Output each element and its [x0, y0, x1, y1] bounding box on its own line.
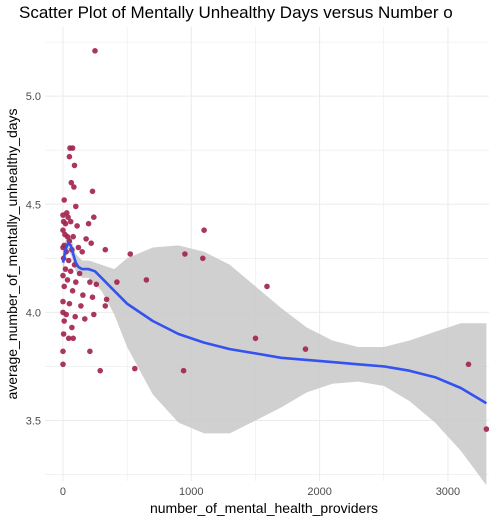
scatter-point: [62, 266, 69, 272]
scatter-point: [87, 348, 93, 355]
scatter-point: [143, 277, 150, 283]
y-tick-label: 5.0: [26, 91, 41, 103]
scatter-point: [180, 367, 187, 374]
scatter-point: [89, 294, 96, 301]
scatter-point: [82, 316, 88, 322]
scatter-point: [264, 283, 270, 290]
scatter-point: [69, 324, 75, 331]
y-tick-label: 4.5: [26, 199, 41, 211]
scatter-point: [65, 214, 71, 220]
scatter-point: [114, 279, 120, 285]
scatter-point: [65, 335, 72, 342]
scatter-point: [87, 279, 93, 285]
scatter-point: [97, 367, 103, 374]
scatter-point: [88, 240, 94, 246]
scatter-point: [127, 251, 134, 257]
scatter-point: [66, 300, 73, 307]
scatter-point: [70, 335, 76, 342]
scatter-point: [80, 292, 86, 298]
scatter-point: [73, 279, 79, 285]
scatter-point: [60, 361, 66, 368]
scatter-point: [93, 281, 100, 288]
scatter-point: [76, 270, 83, 277]
scatter-point: [85, 220, 92, 227]
confidence-band: [63, 234, 487, 486]
scatter-point: [64, 233, 71, 240]
y-axis-label: average_number_of_mentally_unhealthy_day…: [4, 108, 20, 399]
points-layer: [60, 48, 489, 432]
scatter-point: [91, 214, 97, 220]
scatter-point: [63, 311, 69, 318]
x-tick-label: 0: [60, 486, 66, 498]
scatter-point: [92, 48, 98, 54]
scatter-point: [69, 145, 76, 151]
x-tick-label: 1000: [179, 486, 203, 498]
scatter-point: [61, 318, 67, 324]
scatter-point: [62, 220, 69, 227]
grid-lines: [45, 27, 489, 481]
scatter-point: [78, 303, 84, 309]
scatter-point: [200, 255, 206, 262]
scatter-point: [60, 331, 67, 337]
scatter-point: [60, 298, 66, 305]
scatter-point: [61, 197, 67, 203]
y-tick-label: 3.5: [26, 415, 41, 427]
smooth-line-layer: [61, 241, 488, 405]
scatter-point: [83, 236, 89, 242]
scatter-point: [66, 153, 73, 160]
scatter-point: [79, 249, 85, 255]
scatter-point: [72, 313, 78, 320]
confidence-band-layer: [63, 234, 487, 486]
scatter-point: [61, 283, 67, 290]
scatter-point: [69, 288, 76, 294]
scatter-point: [60, 272, 66, 279]
scatter-point: [91, 311, 97, 318]
scatter-point: [102, 303, 109, 309]
scatter-point: [74, 223, 80, 229]
scatter-point: [89, 188, 96, 195]
chart-title: Scatter Plot of Mentally Unhealthy Days …: [19, 3, 453, 22]
scatter-point: [132, 365, 138, 372]
scatter-point: [75, 244, 82, 251]
x-tick-label: 2000: [307, 486, 331, 498]
scatter-point: [60, 212, 66, 218]
scatter-point: [71, 184, 77, 190]
scatter-point: [64, 277, 71, 283]
scatter-point: [65, 257, 72, 264]
scatter-point: [182, 251, 188, 257]
scatter-point: [60, 244, 66, 251]
scatter-point: [73, 203, 79, 210]
scatter-point: [102, 246, 109, 253]
scatter-point: [60, 227, 66, 233]
scatter-point: [103, 296, 110, 303]
scatter-point: [71, 162, 78, 169]
tick-labels: 0 1000 2000 3000 3.5 4.0 4.5 5.0: [26, 91, 460, 498]
scatter-point: [70, 233, 76, 240]
scatter-point: [465, 361, 472, 368]
scatter-point: [67, 218, 74, 225]
scatter-point: [67, 268, 74, 275]
scatter-point: [68, 179, 75, 186]
y-tick-label: 4.0: [26, 307, 41, 319]
scatter-point: [60, 348, 66, 355]
scatter-point: [252, 335, 259, 342]
x-axis-label: number_of_mental_health_providers: [150, 500, 378, 516]
scatter-point: [483, 426, 489, 432]
scatter-point: [201, 227, 207, 233]
scatter-point: [302, 346, 309, 352]
x-tick-label: 3000: [436, 486, 460, 498]
smooth-line: [61, 241, 488, 405]
